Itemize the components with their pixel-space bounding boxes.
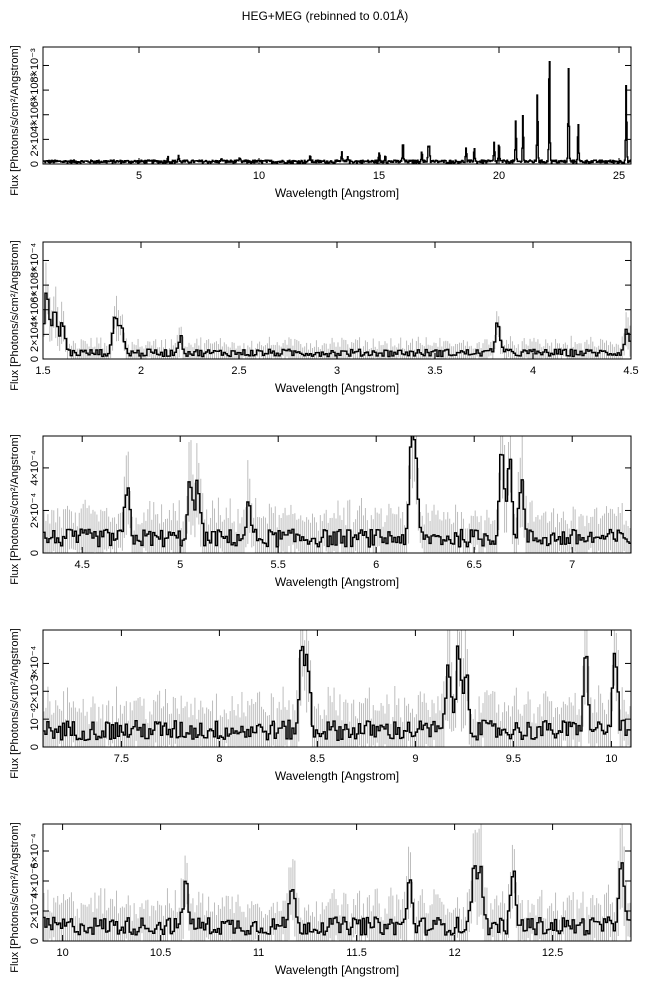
y-tick-label: 2×10⁻³ [29,122,41,157]
x-axis-label: Wavelength [Angstrom] [275,575,399,589]
y-tick-label: 2×10⁻⁴ [29,316,41,352]
x-tick-label: 10 [253,170,265,182]
x-tick-label: 6 [373,559,379,571]
x-tick-label: 20 [493,170,505,182]
chart-panel-1: 5 10 15 20 25 0 2×10⁻³4×10⁻³6×10⁻³8×10⁻³ Wavele… [9,45,632,200]
x-tick-label: 12 [448,947,460,959]
x-tick-label: 2 [138,365,144,377]
x-tick-label: 11 [253,947,264,959]
x-axis-label: Wavelength [Angstrom] [275,381,399,395]
x-tick-label: 10 [56,947,68,959]
plot-frame [42,629,632,748]
x-tick-label: 5 [136,170,142,182]
y-tick-label: 10⁻⁴ [29,707,41,730]
y-axis-label: Flux [Photons/s/cm²/Angstrom] [9,240,21,390]
x-axis-label: Wavelength [Angstrom] [275,963,399,977]
y-axis-label: Flux [Photons/s/cm²/Angstrom] [9,628,21,778]
y-tick-label: 3×10⁻⁴ [29,646,41,682]
x-tick-label: 6.5 [467,559,482,571]
chart-panel-5: 10 10.5 11 11.5 12 12.5 0 2×10⁻⁴4×10⁻⁴6×10⁻⁴ Wav… [9,822,632,977]
y-tick-label: 0 [29,744,41,750]
x-tick-label: 10.5 [150,947,171,959]
y-tick-label: 0 [29,938,41,944]
x-tick-label: 1.5 [35,365,50,377]
spectrum-group [43,824,631,941]
x-tick-label: 4.5 [75,559,90,571]
plot-frame [42,823,632,942]
x-tick-label: 9.5 [506,753,521,765]
x-tick-label: 5.5 [271,559,286,571]
spectrum-line [43,292,631,358]
y-tick-label: 0 [29,161,41,167]
x-tick-label: 3 [334,365,340,377]
x-tick-label: 15 [373,170,385,182]
x-tick-label: 8 [216,753,222,765]
plot-frame [42,435,632,554]
chart-panel-2: 1.5 2 2.5 3 3.5 4 4.5 0 2×10⁻⁴4×10⁻⁴6×10⁻⁴8×10⁻⁴… [9,240,639,395]
y-tick-label: 4×10⁻⁴ [29,292,41,328]
x-tick-label: 4 [530,365,536,377]
y-tick-label: 8×10⁻⁴ [29,243,41,279]
x-axis-label: Wavelength [Angstrom] [275,769,399,783]
chart-panel-3: 4.5 5 5.5 6 6.5 7 0 2×10⁻⁴ 4×10⁻⁴ Wavelength [Ang… [9,434,632,589]
x-tick-label: 7 [569,559,575,571]
y-tick-label: 4×10⁻³ [29,97,41,132]
plot-frame [42,46,632,165]
x-tick-label: 9 [412,753,418,765]
x-tick-label: 25 [613,170,625,182]
y-tick-label: 4×10⁻⁴ [29,863,41,899]
y-tick-label: 6×10⁻³ [29,73,41,108]
plot-frame [42,241,632,360]
spectrum-line [43,60,631,164]
y-tick-label: 2×10⁻⁴ [29,493,41,529]
spectrum-group [43,262,631,359]
x-axis-label: Wavelength [Angstrom] [275,186,399,200]
x-tick-label: 3.5 [427,365,442,377]
y-axis-label: Flux [Photons/s/cm²/Angstrom] [9,822,21,972]
spectrum-line [43,645,631,741]
x-tick-label: 5 [177,559,183,571]
x-tick-label: 10 [605,753,617,765]
page-title: HEG+MEG (rebinned to 0.01Å) [241,9,409,23]
spectrum-group [43,60,631,164]
x-tick-label: 8.5 [310,753,325,765]
x-tick-label: 11.5 [346,947,367,959]
spectrum-line [43,436,631,548]
x-tick-label: 12.5 [542,947,563,959]
y-axis-label: Flux [Photons/s/cm²/Angstrom] [9,434,21,584]
spectrum-group [43,436,631,553]
y-tick-label: 2×10⁻⁴ [29,673,41,709]
x-tick-label: 2.5 [231,365,246,377]
y-tick-label: 6×10⁻⁴ [29,267,41,303]
y-tick-label: 6×10⁻⁴ [29,833,41,869]
y-tick-label: 8×10⁻³ [29,48,41,83]
y-tick-label: 4×10⁻⁴ [29,450,41,486]
y-axis-label: Flux [Photons/s/cm²/Angstrom] [9,45,21,195]
y-tick-label: 2×10⁻⁴ [29,893,41,929]
x-tick-label: 7.5 [114,753,129,765]
y-tick-label: 0 [29,550,41,556]
spectrum-group [43,630,631,747]
x-tick-label: 4.5 [623,365,638,377]
spectrum-line [43,862,631,936]
chart-panel-4: 7.5 8 8.5 9 9.5 10 0 10⁻⁴2×10⁻⁴3×10⁻⁴ Wavelength… [9,628,632,783]
y-tick-label: 0 [29,356,41,362]
